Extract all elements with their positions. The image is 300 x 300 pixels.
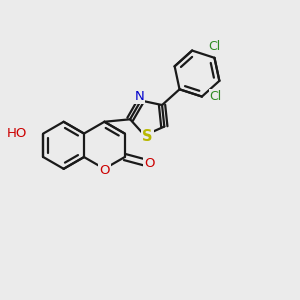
Text: Cl: Cl bbox=[208, 40, 220, 53]
Text: HO: HO bbox=[7, 127, 28, 140]
Text: O: O bbox=[144, 157, 154, 169]
Text: Cl: Cl bbox=[210, 90, 222, 103]
Text: N: N bbox=[134, 90, 144, 103]
Text: S: S bbox=[142, 129, 153, 144]
Text: O: O bbox=[99, 164, 110, 177]
